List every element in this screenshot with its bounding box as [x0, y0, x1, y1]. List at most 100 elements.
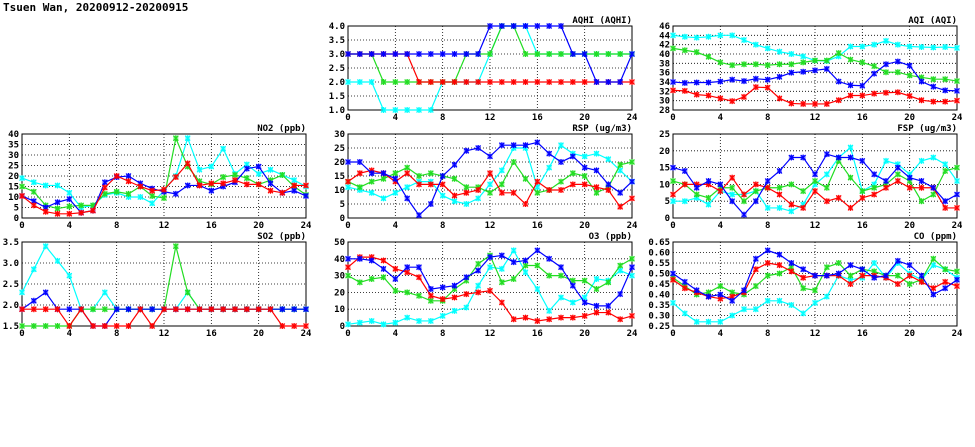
data-point: [581, 181, 588, 188]
data-point: [404, 170, 411, 177]
data-point: [752, 283, 759, 290]
data-point: [776, 184, 783, 191]
y-tick-label: 10: [8, 193, 19, 203]
y-tick-label: 3.5: [329, 36, 345, 46]
data-point: [835, 260, 842, 266]
y-tick-label: 1.5: [3, 322, 19, 332]
data-point: [184, 160, 191, 167]
marker-star: [954, 268, 960, 275]
data-point: [705, 79, 712, 86]
data-point: [498, 252, 505, 259]
data-point: [894, 178, 901, 185]
data-point: [859, 188, 866, 195]
data-point: [629, 178, 635, 185]
marker-star: [930, 255, 937, 262]
data-point: [593, 167, 600, 174]
data-point: [717, 318, 724, 325]
marker-star: [752, 61, 759, 68]
data-point: [871, 191, 878, 198]
data-point: [581, 79, 588, 85]
marker-star: [451, 307, 458, 314]
data-point: [510, 142, 517, 149]
marker-star: [788, 100, 795, 107]
marker-star: [267, 306, 274, 313]
marker-star: [54, 199, 61, 206]
marker-star: [392, 287, 399, 294]
x-tick-label: 20: [579, 221, 590, 231]
data-point: [534, 189, 541, 196]
marker-star: [220, 180, 227, 187]
data-point: [605, 79, 612, 85]
marker-star: [894, 164, 901, 171]
data-point: [741, 78, 747, 85]
data-point: [847, 144, 854, 151]
data-point: [871, 63, 878, 70]
data-point: [581, 277, 588, 284]
marker-star: [19, 289, 25, 296]
y-tick-label: 38: [659, 59, 670, 69]
marker-star: [788, 154, 795, 161]
data-point: [416, 51, 422, 57]
data-point: [427, 201, 434, 207]
data-point: [693, 287, 700, 294]
data-point: [534, 79, 541, 85]
data-point: [764, 272, 771, 279]
marker-star: [717, 95, 724, 102]
data-point: [681, 87, 688, 94]
data-point: [593, 150, 600, 157]
marker-star: [291, 182, 298, 189]
data-point: [463, 147, 470, 154]
y-tick-label: 20: [659, 147, 670, 157]
data-point: [380, 265, 387, 272]
marker-star: [66, 203, 73, 210]
data-point: [800, 53, 807, 60]
marker-star: [546, 23, 553, 29]
marker-star: [617, 161, 624, 168]
marker-star: [404, 264, 411, 271]
x-tick-label: 20: [904, 221, 915, 231]
marker-star: [172, 174, 179, 181]
data-point: [918, 78, 925, 85]
x-tick-label: 16: [532, 329, 543, 339]
data-point: [208, 306, 215, 313]
marker-star: [670, 299, 676, 306]
marker-star: [847, 272, 854, 279]
marker-star: [847, 144, 854, 151]
marker-star: [368, 317, 375, 324]
data-point: [752, 198, 759, 205]
marker-star: [812, 178, 818, 185]
marker-star: [569, 282, 576, 289]
data-point: [451, 161, 458, 168]
data-point: [30, 179, 37, 186]
marker-star: [800, 188, 807, 195]
marker-star: [823, 57, 830, 64]
data-point: [954, 87, 960, 94]
marker-star: [741, 78, 747, 85]
data-point: [255, 181, 262, 188]
data-point: [291, 187, 298, 194]
data-point: [558, 187, 564, 193]
x-tick-label: 4: [393, 329, 399, 339]
marker-star: [487, 51, 493, 57]
data-point: [942, 285, 949, 292]
data-point: [510, 23, 517, 29]
marker-star: [581, 312, 588, 319]
chart-title: SO2 (ppb): [257, 232, 306, 242]
marker-star: [605, 51, 612, 57]
marker-star: [705, 178, 712, 185]
y-tick-label: 0.35: [648, 301, 670, 311]
x-tick-label: 8: [765, 221, 770, 231]
marker-star: [546, 51, 553, 57]
data-point: [569, 299, 576, 306]
chart-title: CO (ppm): [914, 232, 957, 242]
x-tick-label: 12: [159, 221, 170, 231]
marker-star: [629, 79, 635, 85]
marker-star: [220, 306, 227, 313]
plot-frame: [21, 241, 307, 327]
marker-star: [871, 41, 878, 48]
marker-star: [764, 184, 771, 191]
data-point: [942, 204, 949, 211]
marker-star: [475, 289, 482, 296]
marker-star: [764, 76, 771, 83]
data-point: [729, 297, 736, 304]
